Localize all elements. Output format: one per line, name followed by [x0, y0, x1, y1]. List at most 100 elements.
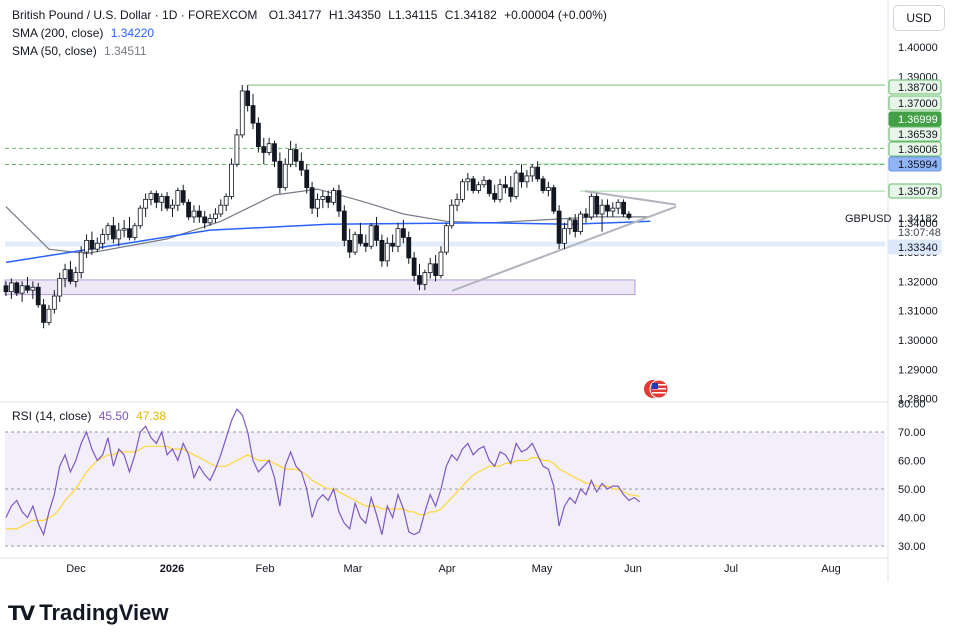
candle[interactable]: [159, 193, 165, 212]
candle[interactable]: [513, 170, 519, 200]
candle[interactable]: [422, 269, 428, 291]
candle[interactable]: [556, 205, 562, 250]
candle[interactable]: [170, 199, 175, 217]
candle[interactable]: [497, 178, 503, 203]
candle[interactable]: [449, 199, 455, 229]
sma50-legend[interactable]: SMA (50, close) 1.34511: [12, 44, 147, 58]
candle[interactable]: [315, 193, 320, 217]
candle[interactable]: [551, 184, 557, 215]
candle[interactable]: [121, 219, 127, 238]
candle[interactable]: [127, 216, 132, 241]
candle[interactable]: [594, 193, 600, 217]
candle[interactable]: [476, 181, 481, 194]
candle[interactable]: [583, 208, 589, 223]
candle[interactable]: [508, 175, 514, 203]
candle[interactable]: [470, 175, 476, 194]
rsi-line[interactable]: [5, 408, 641, 537]
candle[interactable]: [180, 184, 186, 206]
support-zone[interactable]: [4, 279, 636, 296]
candle[interactable]: [304, 164, 310, 194]
candle[interactable]: [202, 211, 208, 229]
candle[interactable]: [433, 255, 439, 282]
main-pane[interactable]: [5, 5, 885, 398]
candle[interactable]: [454, 193, 460, 212]
candle[interactable]: [605, 199, 610, 217]
candle[interactable]: [68, 260, 73, 285]
candle[interactable]: [588, 193, 594, 220]
candle[interactable]: [610, 202, 616, 217]
symbol-title[interactable]: British Pound / U.S. Dollar · 1D · FOREX…: [12, 8, 258, 22]
candle[interactable]: [51, 290, 57, 314]
candle[interactable]: [218, 199, 224, 217]
currency-button[interactable]: USD: [893, 5, 945, 31]
sma200-legend[interactable]: SMA (200, close) 1.34220: [12, 26, 154, 40]
candle[interactable]: [492, 184, 498, 203]
candle[interactable]: [358, 222, 363, 247]
candle[interactable]: [363, 234, 369, 253]
candle[interactable]: [417, 263, 422, 291]
candle[interactable]: [35, 282, 41, 308]
candle[interactable]: [8, 278, 14, 299]
price-label-1.36999[interactable]: 1.36999: [888, 111, 942, 127]
candle[interactable]: [486, 178, 492, 197]
candle[interactable]: [519, 164, 524, 188]
candle[interactable]: [143, 193, 149, 217]
candle[interactable]: [277, 152, 283, 194]
candle[interactable]: [384, 237, 390, 267]
rsi-legend[interactable]: RSI (14, close) 45.50 47.38: [12, 409, 166, 423]
candle[interactable]: [223, 193, 229, 212]
candle[interactable]: [57, 272, 63, 302]
candle[interactable]: [229, 158, 234, 200]
candle[interactable]: [46, 304, 52, 326]
candle[interactable]: [196, 205, 202, 223]
candle[interactable]: [540, 175, 546, 194]
candle[interactable]: [325, 190, 331, 209]
candle[interactable]: [465, 172, 471, 191]
candle[interactable]: [14, 281, 20, 297]
candle[interactable]: [443, 222, 449, 256]
candle[interactable]: [341, 205, 347, 247]
candle[interactable]: [100, 228, 106, 250]
candle[interactable]: [621, 199, 626, 217]
candle[interactable]: [379, 234, 385, 267]
price-label-1.38700[interactable]: 1.38700: [888, 79, 942, 95]
candle[interactable]: [261, 137, 267, 165]
candle[interactable]: [599, 199, 605, 232]
candle[interactable]: [105, 222, 111, 241]
tradingview-logo[interactable]: 𝗧𝗩 TradingView: [8, 600, 168, 626]
price-label-1.36006[interactable]: 1.36006: [888, 141, 942, 157]
candle[interactable]: [336, 184, 342, 217]
candle[interactable]: [427, 257, 433, 279]
candle[interactable]: [62, 263, 68, 288]
candle[interactable]: [234, 129, 240, 168]
candle[interactable]: [30, 281, 36, 299]
candle[interactable]: [567, 216, 573, 235]
candle[interactable]: [529, 164, 535, 182]
candle[interactable]: [239, 85, 245, 138]
candle[interactable]: [3, 281, 9, 297]
candle[interactable]: [390, 234, 396, 253]
candle[interactable]: [137, 205, 143, 229]
candle[interactable]: [186, 199, 191, 220]
candle[interactable]: [626, 211, 632, 220]
candle[interactable]: [175, 187, 181, 212]
candle[interactable]: [460, 178, 465, 203]
candle[interactable]: [562, 222, 567, 250]
candle[interactable]: [191, 205, 197, 223]
candle[interactable]: [213, 208, 218, 223]
candle[interactable]: [255, 117, 261, 153]
price-label-1.37000[interactable]: 1.37000: [888, 95, 942, 111]
candle[interactable]: [368, 222, 374, 250]
symbol-legend[interactable]: British Pound / U.S. Dollar · 1D · FOREX…: [12, 8, 607, 22]
candle[interactable]: [347, 228, 353, 258]
candle[interactable]: [438, 246, 444, 279]
candle[interactable]: [153, 190, 159, 209]
candle[interactable]: [406, 231, 412, 264]
us-economic-event-icon[interactable]: [643, 379, 669, 399]
candle[interactable]: [411, 252, 417, 282]
candle[interactable]: [293, 143, 299, 168]
candle[interactable]: [207, 214, 213, 226]
price-label-1.35078[interactable]: 1.35078: [888, 183, 942, 199]
candle[interactable]: [572, 214, 578, 238]
